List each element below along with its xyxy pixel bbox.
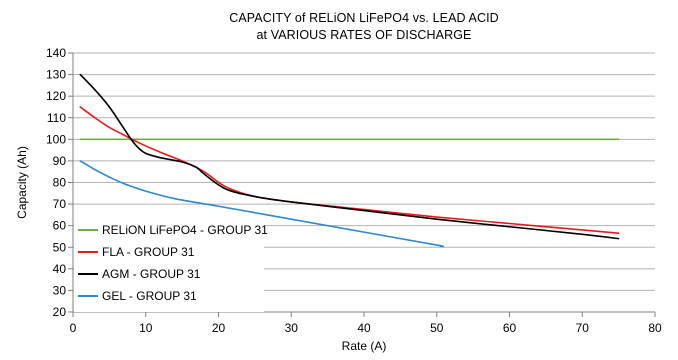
y-tick-label: 30 <box>53 283 67 297</box>
y-tick-label: 40 <box>53 262 67 276</box>
y-tick-label: 50 <box>53 240 67 254</box>
x-tick-label: 70 <box>576 321 590 335</box>
chart-subtitle: at VARIOUS RATES OF DISCHARGE <box>256 28 472 42</box>
x-tick-label: 40 <box>357 321 371 335</box>
x-axis-title: Rate (A) <box>342 339 387 353</box>
x-tick-label: 10 <box>139 321 153 335</box>
y-tick-label: 80 <box>53 176 67 190</box>
x-tick-label: 60 <box>503 321 517 335</box>
y-tick-label: 20 <box>53 305 67 319</box>
x-tick-label: 0 <box>70 321 77 335</box>
legend-label-2: FLA - GROUP 31 <box>102 245 195 259</box>
series-lines <box>79 73 620 248</box>
legend-label-1: RELiON LiFePO4 - GROUP 31 <box>102 223 268 237</box>
tick-labels: 20 30 40 50 60 70 80 90 100 110 120 130 140 0 10 20 30 40… <box>46 46 662 335</box>
y-axis-title: Capacity (Ah) <box>15 146 29 219</box>
y-tick-label: 90 <box>53 154 67 168</box>
y-tick-label: 100 <box>46 132 66 146</box>
legend-background <box>74 218 264 312</box>
chart-title: CAPACITY of RELiON LiFePO4 vs. LEAD ACID <box>229 11 499 25</box>
series-line-2 <box>79 106 620 235</box>
x-tick-label: 20 <box>212 321 226 335</box>
x-tick-label: 80 <box>648 321 662 335</box>
y-tick-label: 70 <box>53 197 67 211</box>
x-tick-label: 50 <box>430 321 444 335</box>
legend: RELiON LiFePO4 - GROUP 31 FLA - GROUP 31 A… <box>78 223 268 303</box>
legend-label-4: GEL - GROUP 31 <box>102 289 197 303</box>
y-tick-label: 60 <box>53 219 67 233</box>
x-tick-label: 30 <box>285 321 299 335</box>
series-line-3 <box>79 73 620 240</box>
y-tick-label: 140 <box>46 46 66 60</box>
y-tick-label: 110 <box>47 111 66 125</box>
y-tick-label: 120 <box>46 89 66 103</box>
series-line-4 <box>79 160 445 248</box>
legend-label-3: AGM - GROUP 31 <box>102 267 201 281</box>
y-tick-label: 130 <box>46 68 66 82</box>
